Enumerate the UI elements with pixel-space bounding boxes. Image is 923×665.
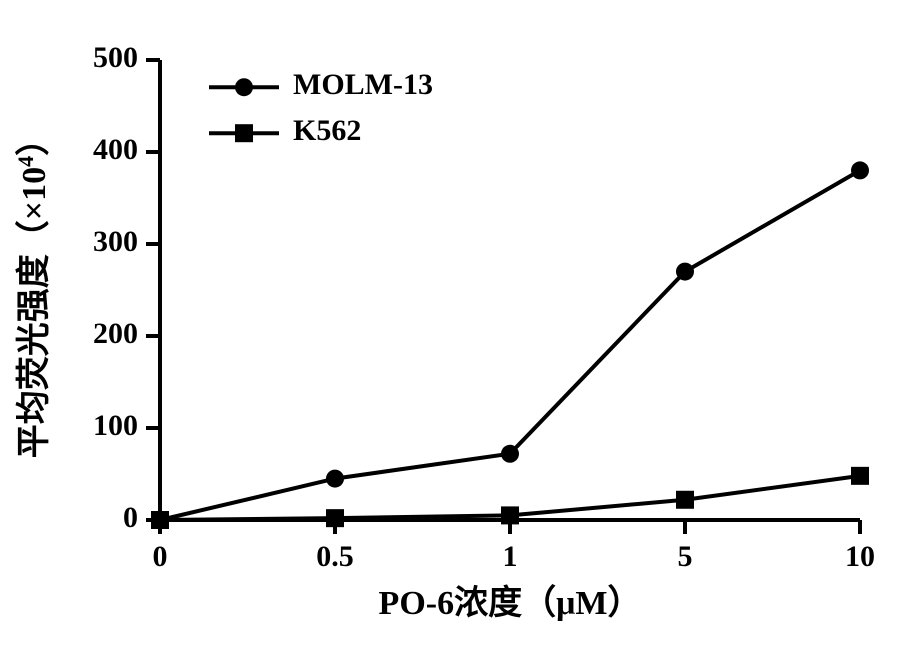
marker-square (501, 506, 519, 524)
y-tick-label: 100 (93, 409, 138, 442)
y-tick-label: 400 (93, 133, 138, 166)
x-tick-label: 10 (845, 540, 875, 573)
marker-square (676, 491, 694, 509)
y-tick-label: 500 (93, 41, 138, 74)
x-tick-label: 0 (153, 540, 168, 573)
marker-square (326, 509, 344, 527)
legend-label: MOLM-13 (293, 68, 433, 101)
marker-square (151, 511, 169, 529)
x-tick-label: 0.5 (316, 540, 354, 573)
x-tick-label: 5 (678, 540, 693, 573)
marker-square (235, 124, 253, 142)
y-tick-label: 200 (93, 317, 138, 350)
y-tick-label: 300 (93, 225, 138, 258)
x-axis-title: PO-6浓度（μM） (379, 583, 642, 622)
chart-container: 0 100 200 300 400 500 0 0.5 1 5 10 PO-6浓度（μM） 平均荧光强度… (0, 0, 923, 665)
legend-label: K562 (293, 114, 361, 147)
marker-square (851, 467, 869, 485)
marker-circle (235, 78, 253, 96)
marker-circle (851, 161, 869, 179)
marker-circle (326, 470, 344, 488)
y-tick-label: 0 (123, 501, 138, 534)
x-tick-label: 1 (503, 540, 518, 573)
marker-circle (501, 445, 519, 463)
y-axis-title: 平均荧光强度（×104） (13, 122, 54, 458)
marker-circle (676, 263, 694, 281)
chart-svg: 0 100 200 300 400 500 0 0.5 1 5 10 PO-6浓度（μM） 平均荧光强度… (0, 0, 923, 665)
